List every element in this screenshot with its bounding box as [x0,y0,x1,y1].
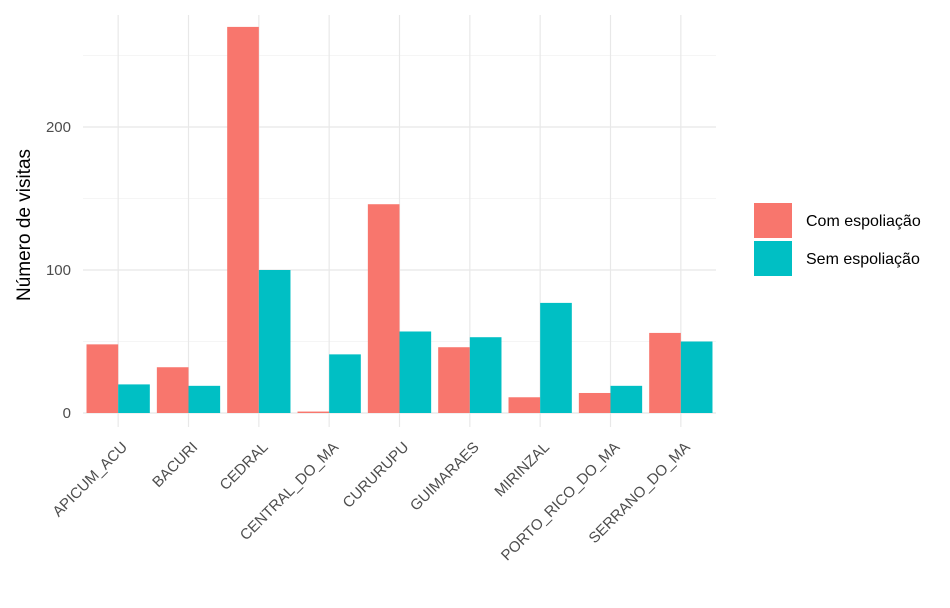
legend-swatch [754,203,792,238]
legend-swatch [754,241,792,276]
bar-com-guimaraes [438,347,470,413]
y-tick-label: 0 [63,405,71,422]
legend-label: Com espoliação [806,213,921,230]
legend-label: Sem espoliação [806,251,920,268]
bar-sem-serrano_do_ma [680,341,713,413]
bar-sem-apicum_acu [118,384,150,413]
bar-sem-porto_rico_do_ma [610,385,643,413]
bar-sem-bacuri [188,385,221,413]
y-axis-ticks: 0 100 200 [46,119,71,422]
bar-com-bacuri [156,367,189,413]
bar-com-serrano_do_ma [649,332,681,413]
bar-com-porto_rico_do_ma [578,392,611,413]
bar-sem-guimaraes [469,337,502,413]
bar-com-cedral [227,26,259,414]
bars-group [86,26,713,414]
bar-sem-central_do_ma [329,354,361,413]
bar-sem-mirinzal [540,302,572,413]
bar-com-central_do_ma [297,411,330,413]
bar-sem-cururupu [399,331,432,413]
y-axis-title: Número de visitas [14,149,35,301]
y-tick-label: 100 [46,262,71,279]
bar-com-apicum_acu [86,344,119,413]
legend: Com espoliação Sem espoliação [754,203,921,276]
bar-sem-cedral [258,270,291,413]
y-tick-label: 200 [46,119,71,136]
bar-com-mirinzal [508,397,541,413]
bar-com-cururupu [367,204,400,413]
